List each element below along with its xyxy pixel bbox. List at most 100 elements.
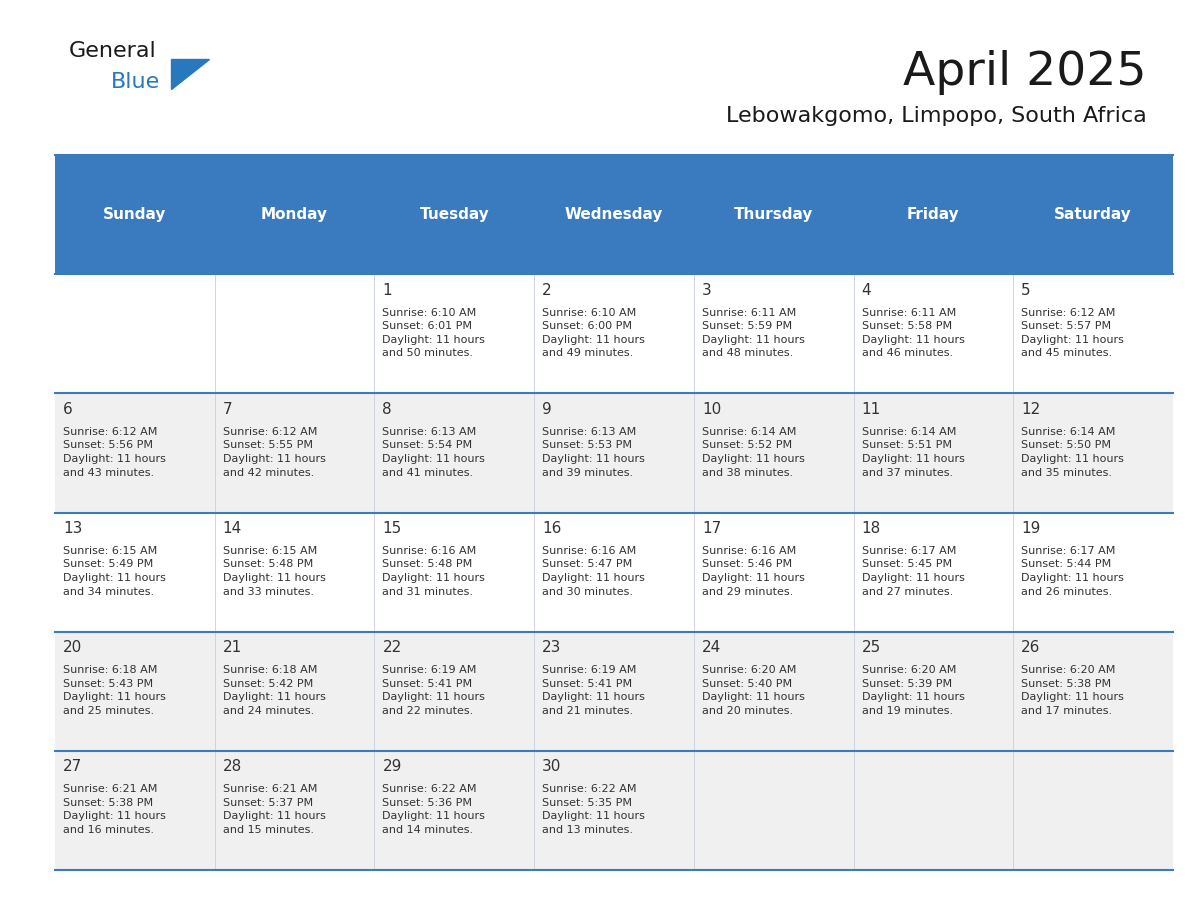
Text: Sunrise: 6:16 AM
Sunset: 5:48 PM
Daylight: 11 hours
and 31 minutes.: Sunrise: 6:16 AM Sunset: 5:48 PM Dayligh… [383,546,485,597]
Text: Sunrise: 6:17 AM
Sunset: 5:45 PM
Daylight: 11 hours
and 27 minutes.: Sunrise: 6:17 AM Sunset: 5:45 PM Dayligh… [861,546,965,597]
Text: Sunrise: 6:13 AM
Sunset: 5:53 PM
Daylight: 11 hours
and 39 minutes.: Sunrise: 6:13 AM Sunset: 5:53 PM Dayligh… [542,427,645,477]
Text: 5: 5 [1022,283,1031,297]
Text: 1: 1 [383,283,392,297]
Bar [374,512,535,632]
Text: 10: 10 [702,402,721,417]
Text: Sunrise: 6:12 AM
Sunset: 5:55 PM
Daylight: 11 hours
and 42 minutes.: Sunrise: 6:12 AM Sunset: 5:55 PM Dayligh… [222,427,326,477]
Text: Sunrise: 6:22 AM
Sunset: 5:36 PM
Daylight: 11 hours
and 14 minutes.: Sunrise: 6:22 AM Sunset: 5:36 PM Dayligh… [383,784,485,835]
Text: 22: 22 [383,640,402,655]
Bar [374,274,535,393]
Text: Sunrise: 6:10 AM
Sunset: 6:00 PM
Daylight: 11 hours
and 49 minutes.: Sunrise: 6:10 AM Sunset: 6:00 PM Dayligh… [542,308,645,358]
Text: Sunrise: 6:20 AM
Sunset: 5:38 PM
Daylight: 11 hours
and 17 minutes.: Sunrise: 6:20 AM Sunset: 5:38 PM Dayligh… [1022,665,1124,716]
Text: 2: 2 [542,283,551,297]
Text: Sunrise: 6:10 AM
Sunset: 6:01 PM
Daylight: 11 hours
and 50 minutes.: Sunrise: 6:10 AM Sunset: 6:01 PM Dayligh… [383,308,485,358]
Text: 7: 7 [222,402,233,417]
Bar [374,393,535,512]
Bar [215,155,374,274]
Bar [1013,512,1173,632]
Text: Sunrise: 6:19 AM
Sunset: 5:41 PM
Daylight: 11 hours
and 21 minutes.: Sunrise: 6:19 AM Sunset: 5:41 PM Dayligh… [542,665,645,716]
Text: 12: 12 [1022,402,1041,417]
Text: 18: 18 [861,521,880,536]
Bar [535,393,694,512]
Bar [535,632,694,751]
Text: Sunday: Sunday [103,207,166,222]
Text: Wednesday: Wednesday [564,207,663,222]
Bar [694,512,853,632]
Bar [374,632,535,751]
Text: Sunrise: 6:21 AM
Sunset: 5:38 PM
Daylight: 11 hours
and 16 minutes.: Sunrise: 6:21 AM Sunset: 5:38 PM Dayligh… [63,784,166,835]
Text: Sunrise: 6:13 AM
Sunset: 5:54 PM
Daylight: 11 hours
and 41 minutes.: Sunrise: 6:13 AM Sunset: 5:54 PM Dayligh… [383,427,485,477]
Text: 28: 28 [222,759,242,774]
Text: Sunrise: 6:16 AM
Sunset: 5:46 PM
Daylight: 11 hours
and 29 minutes.: Sunrise: 6:16 AM Sunset: 5:46 PM Dayligh… [702,546,804,597]
Bar [853,393,1013,512]
Text: 17: 17 [702,521,721,536]
Text: Sunrise: 6:11 AM
Sunset: 5:59 PM
Daylight: 11 hours
and 48 minutes.: Sunrise: 6:11 AM Sunset: 5:59 PM Dayligh… [702,308,804,358]
Bar [694,393,853,512]
Text: 13: 13 [63,521,82,536]
Text: 27: 27 [63,759,82,774]
Bar [215,393,374,512]
Text: 29: 29 [383,759,402,774]
Bar [374,751,535,870]
Text: Sunrise: 6:14 AM
Sunset: 5:52 PM
Daylight: 11 hours
and 38 minutes.: Sunrise: 6:14 AM Sunset: 5:52 PM Dayligh… [702,427,804,477]
Bar [853,155,1013,274]
Text: Sunrise: 6:16 AM
Sunset: 5:47 PM
Daylight: 11 hours
and 30 minutes.: Sunrise: 6:16 AM Sunset: 5:47 PM Dayligh… [542,546,645,597]
Bar [853,632,1013,751]
Bar [55,155,215,274]
Text: General: General [69,41,157,62]
Bar [535,751,694,870]
Text: 20: 20 [63,640,82,655]
Bar [853,751,1013,870]
Bar [215,274,374,393]
Text: 23: 23 [542,640,562,655]
Text: Sunrise: 6:11 AM
Sunset: 5:58 PM
Daylight: 11 hours
and 46 minutes.: Sunrise: 6:11 AM Sunset: 5:58 PM Dayligh… [861,308,965,358]
Bar [1013,155,1173,274]
Text: Sunrise: 6:15 AM
Sunset: 5:49 PM
Daylight: 11 hours
and 34 minutes.: Sunrise: 6:15 AM Sunset: 5:49 PM Dayligh… [63,546,166,597]
Text: April 2025: April 2025 [903,50,1146,95]
Text: 21: 21 [222,640,242,655]
Text: Sunrise: 6:19 AM
Sunset: 5:41 PM
Daylight: 11 hours
and 22 minutes.: Sunrise: 6:19 AM Sunset: 5:41 PM Dayligh… [383,665,485,716]
Text: Saturday: Saturday [1054,207,1132,222]
Text: 26: 26 [1022,640,1041,655]
Text: 3: 3 [702,283,712,297]
Text: Sunrise: 6:18 AM
Sunset: 5:42 PM
Daylight: 11 hours
and 24 minutes.: Sunrise: 6:18 AM Sunset: 5:42 PM Dayligh… [222,665,326,716]
Text: Sunrise: 6:18 AM
Sunset: 5:43 PM
Daylight: 11 hours
and 25 minutes.: Sunrise: 6:18 AM Sunset: 5:43 PM Dayligh… [63,665,166,716]
Bar [694,632,853,751]
Text: 24: 24 [702,640,721,655]
Bar [535,274,694,393]
Text: 25: 25 [861,640,880,655]
Bar [535,155,694,274]
Text: Sunrise: 6:17 AM
Sunset: 5:44 PM
Daylight: 11 hours
and 26 minutes.: Sunrise: 6:17 AM Sunset: 5:44 PM Dayligh… [1022,546,1124,597]
Bar [374,155,535,274]
Text: Blue: Blue [110,73,159,92]
Text: Friday: Friday [908,207,960,222]
Text: 14: 14 [222,521,242,536]
Text: Monday: Monday [261,207,328,222]
Text: 9: 9 [542,402,552,417]
Text: Sunrise: 6:20 AM
Sunset: 5:39 PM
Daylight: 11 hours
and 19 minutes.: Sunrise: 6:20 AM Sunset: 5:39 PM Dayligh… [861,665,965,716]
Bar [1013,393,1173,512]
Bar [55,274,215,393]
Text: 11: 11 [861,402,880,417]
Text: Sunrise: 6:14 AM
Sunset: 5:51 PM
Daylight: 11 hours
and 37 minutes.: Sunrise: 6:14 AM Sunset: 5:51 PM Dayligh… [861,427,965,477]
Bar [55,751,215,870]
Bar [55,512,215,632]
Bar [215,632,374,751]
Bar [853,512,1013,632]
Text: 6: 6 [63,402,72,417]
Bar [55,393,215,512]
Bar [1013,274,1173,393]
Polygon shape [171,59,209,89]
Bar [694,155,853,274]
Text: Thursday: Thursday [734,207,814,222]
Bar [694,751,853,870]
Text: Tuesday: Tuesday [419,207,489,222]
Text: Sunrise: 6:22 AM
Sunset: 5:35 PM
Daylight: 11 hours
and 13 minutes.: Sunrise: 6:22 AM Sunset: 5:35 PM Dayligh… [542,784,645,835]
Bar [215,512,374,632]
Text: Sunrise: 6:14 AM
Sunset: 5:50 PM
Daylight: 11 hours
and 35 minutes.: Sunrise: 6:14 AM Sunset: 5:50 PM Dayligh… [1022,427,1124,477]
Text: 4: 4 [861,283,871,297]
Text: 15: 15 [383,521,402,536]
Text: 19: 19 [1022,521,1041,536]
Bar [1013,751,1173,870]
Text: Lebowakgomo, Limpopo, South Africa: Lebowakgomo, Limpopo, South Africa [726,106,1146,126]
